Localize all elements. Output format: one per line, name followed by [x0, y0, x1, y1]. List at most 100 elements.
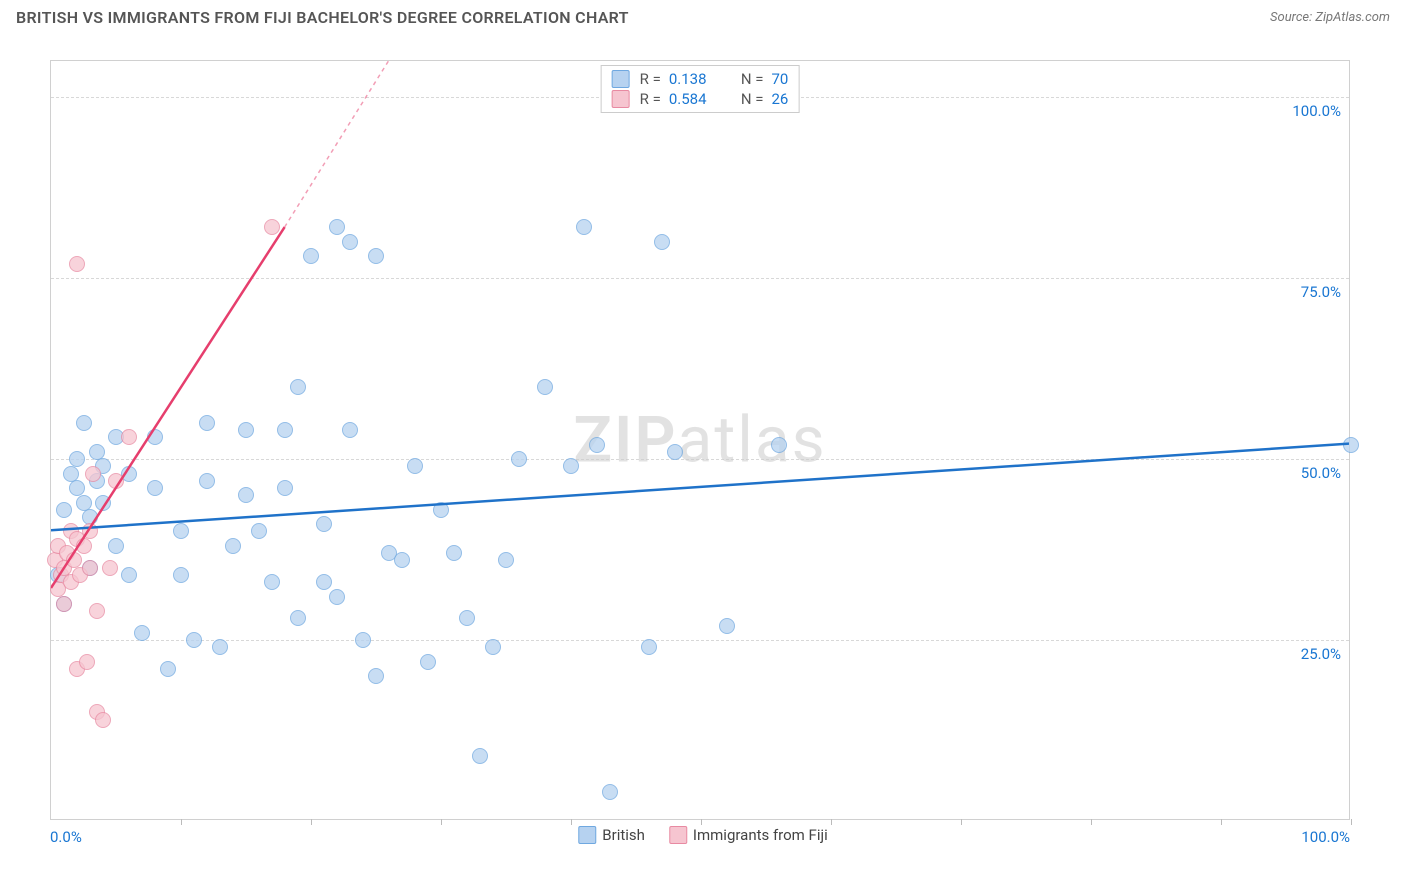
watermark: ZIPatlas [573, 403, 826, 478]
scatter-point-british [641, 639, 657, 655]
legend-n-label: N = [741, 90, 764, 108]
trend-lines-svg [51, 61, 1349, 819]
legend-swatch-icon [612, 70, 630, 88]
gridline-h [51, 278, 1349, 279]
y-tick-label: 25.0% [1301, 645, 1341, 663]
scatter-point-british [290, 610, 306, 626]
scatter-point-british [355, 632, 371, 648]
scatter-point-british [589, 437, 605, 453]
scatter-point-british [186, 632, 202, 648]
scatter-point-british [316, 574, 332, 590]
scatter-point-british [290, 379, 306, 395]
x-axis-label-0: 0.0% [50, 828, 82, 846]
legend-swatch-icon [612, 90, 630, 108]
scatter-point-fiji [85, 466, 101, 482]
gridline-h [51, 640, 1349, 641]
x-tick [961, 819, 962, 825]
scatter-point-british [563, 458, 579, 474]
scatter-point-fiji [121, 429, 137, 445]
legend-r-label: R = [640, 90, 661, 108]
scatter-point-british [147, 429, 163, 445]
legend-swatch-icon [578, 826, 596, 844]
scatter-point-british [173, 567, 189, 583]
scatter-point-british [459, 610, 475, 626]
scatter-point-fiji [108, 473, 124, 489]
legend-series-label: British [602, 826, 645, 844]
scatter-point-british [485, 639, 501, 655]
scatter-point-british [121, 567, 137, 583]
scatter-point-british [1343, 437, 1359, 453]
scatter-point-british [654, 234, 670, 250]
scatter-point-british [251, 523, 267, 539]
scatter-point-british [771, 437, 787, 453]
legend-series: British Immigrants from Fiji [578, 826, 827, 844]
legend-r-value: 0.584 [669, 90, 721, 108]
scatter-point-british [147, 480, 163, 496]
scatter-point-british [394, 552, 410, 568]
legend-correlation: R = 0.138 N = 70 R = 0.584 N = 26 [601, 65, 800, 113]
legend-row-british: R =0.138N =70 [612, 70, 789, 88]
scatter-point-british [76, 415, 92, 431]
scatter-point-british [199, 473, 215, 489]
scatter-point-british [316, 516, 332, 532]
scatter-point-british [420, 654, 436, 670]
scatter-point-fiji [69, 256, 85, 272]
chart-plot-area: ZIPatlas R = 0.138 N = 70 R = 0.584 N = 26 25.0… [50, 60, 1350, 820]
legend-swatch-icon [669, 826, 687, 844]
scatter-point-british [433, 502, 449, 518]
x-tick [1091, 819, 1092, 825]
scatter-point-fiji [79, 654, 95, 670]
scatter-point-british [108, 538, 124, 554]
legend-row-fiji: R = 0.584 N = 26 [612, 90, 789, 108]
y-tick-label: 75.0% [1301, 283, 1341, 301]
scatter-point-british [576, 219, 592, 235]
scatter-point-british [537, 379, 553, 395]
scatter-point-british [511, 451, 527, 467]
legend-series-label: Immigrants from Fiji [693, 826, 828, 844]
scatter-point-british [69, 451, 85, 467]
scatter-point-british [277, 480, 293, 496]
x-axis-label-100: 100.0% [1301, 828, 1350, 846]
legend-series-british: British [578, 826, 645, 844]
title-bar: BRITISH VS IMMIGRANTS FROM FIJI BACHELOR… [0, 0, 1406, 31]
scatter-point-british [199, 415, 215, 431]
scatter-point-fiji [82, 560, 98, 576]
scatter-point-fiji [95, 712, 111, 728]
scatter-point-british [329, 589, 345, 605]
gridline-h [51, 459, 1349, 460]
scatter-point-british [238, 487, 254, 503]
scatter-point-british [498, 552, 514, 568]
legend-r-label: R = [640, 70, 661, 88]
x-tick [1351, 819, 1352, 825]
scatter-point-british [277, 422, 293, 438]
scatter-point-british [667, 444, 683, 460]
legend-n-value: 70 [771, 70, 788, 88]
legend-series-fiji: Immigrants from Fiji [669, 826, 828, 844]
x-tick [181, 819, 182, 825]
scatter-point-fiji [89, 603, 105, 619]
scatter-point-british [134, 625, 150, 641]
scatter-point-british [212, 639, 228, 655]
scatter-point-british [407, 458, 423, 474]
scatter-point-british [329, 219, 345, 235]
x-tick [571, 819, 572, 825]
x-tick [441, 819, 442, 825]
source-label: Source: ZipAtlas.com [1270, 10, 1390, 25]
scatter-point-british [602, 784, 618, 800]
x-tick [311, 819, 312, 825]
scatter-point-british [472, 748, 488, 764]
scatter-point-british [368, 248, 384, 264]
chart-title: BRITISH VS IMMIGRANTS FROM FIJI BACHELOR… [16, 8, 629, 27]
scatter-point-british [160, 661, 176, 677]
scatter-point-british [173, 523, 189, 539]
x-tick [831, 819, 832, 825]
scatter-point-british [303, 248, 319, 264]
trend-line-ext-fiji [285, 61, 389, 227]
legend-r-value: 0.138 [669, 70, 721, 88]
scatter-point-british [719, 618, 735, 634]
scatter-point-british [446, 545, 462, 561]
scatter-point-fiji [56, 596, 72, 612]
x-tick [1221, 819, 1222, 825]
y-tick-label: 100.0% [1292, 102, 1341, 120]
legend-n-value: 26 [771, 90, 788, 108]
